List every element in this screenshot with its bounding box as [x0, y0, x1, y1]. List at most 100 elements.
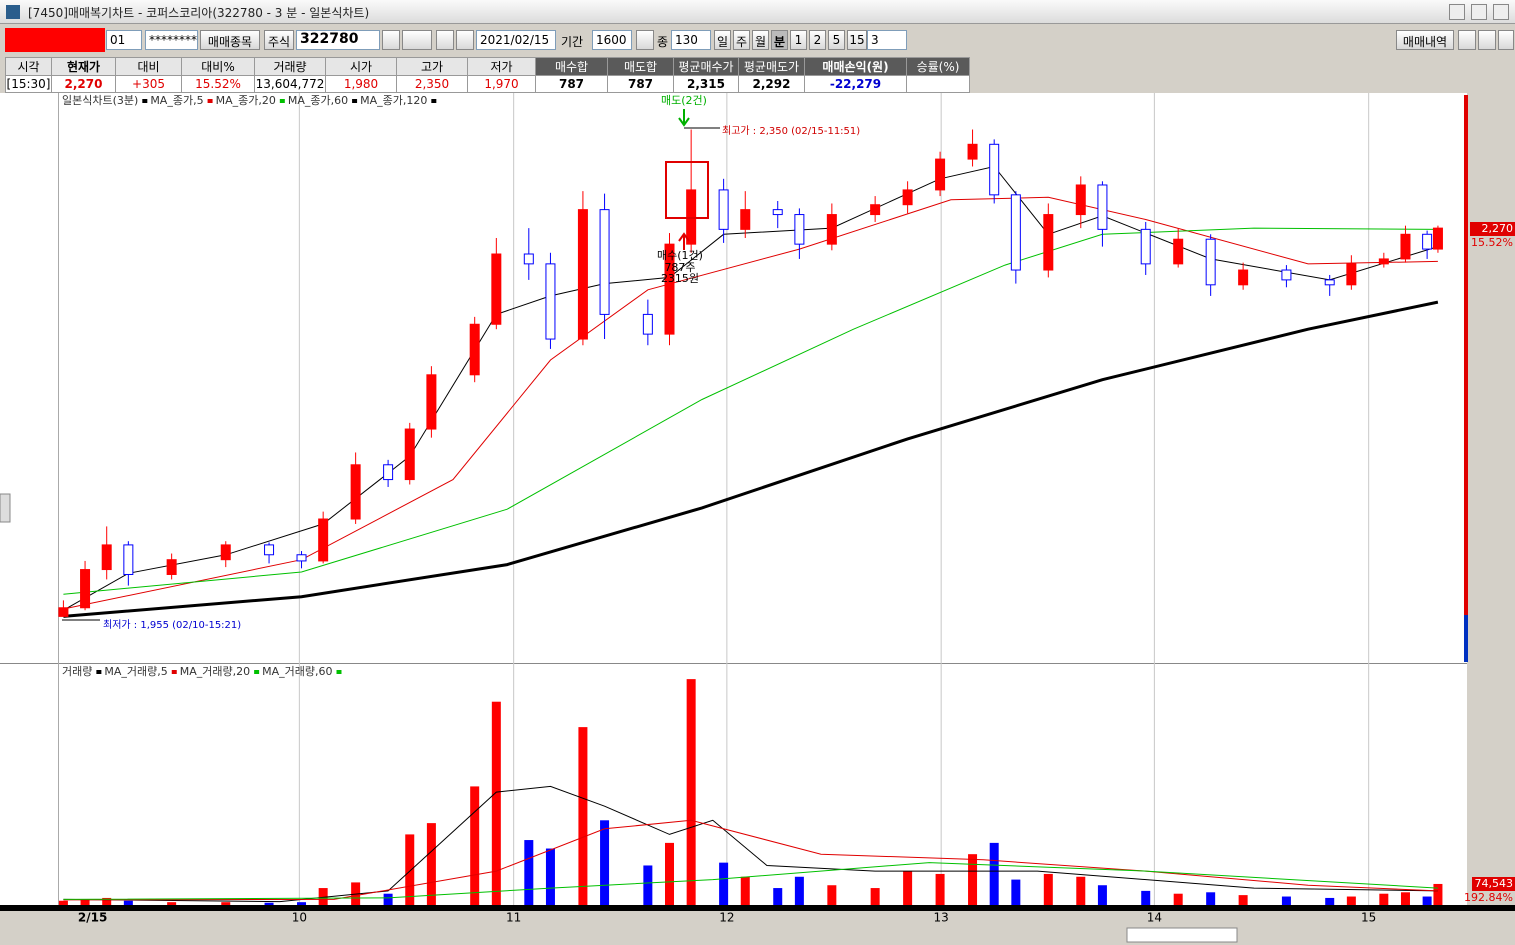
summary-value: 787	[607, 75, 674, 93]
volume-bar	[1097, 885, 1107, 905]
save-button[interactable]	[1478, 30, 1496, 50]
summary-value: 787	[535, 75, 608, 93]
summary-header: 매수합	[535, 57, 608, 76]
ma-line	[63, 165, 1439, 611]
period-spin[interactable]	[636, 30, 654, 50]
unit-button[interactable]: 1	[790, 30, 807, 50]
x-tick-label: 2/15	[78, 911, 107, 925]
volume-bar	[470, 786, 480, 905]
x-tick-label: 12	[719, 911, 734, 925]
history-button[interactable]: 매매내역	[1396, 30, 1454, 50]
volume-bar	[221, 902, 231, 905]
maximize-button[interactable]	[1471, 4, 1487, 20]
stock-button[interactable]: 매매종목	[200, 30, 260, 50]
volume-bar	[58, 900, 68, 905]
volume-bar	[524, 840, 534, 905]
candle-body	[1378, 258, 1389, 265]
last-ratio-label: 192.84%	[1464, 891, 1513, 904]
candle-body	[469, 323, 480, 376]
summary-value: 13,604,772	[254, 75, 326, 93]
unit-button[interactable]: 5	[828, 30, 845, 50]
open-button[interactable]	[1458, 30, 1476, 50]
summary-value: 2,270	[51, 75, 116, 93]
candle-body	[523, 253, 534, 265]
candle-body	[350, 464, 361, 520]
candle-body	[1075, 184, 1086, 216]
scroll-thumb[interactable]	[1126, 927, 1238, 943]
legend-label: MA_종가,120	[360, 94, 427, 107]
summary-header: 매매손익(원)	[804, 57, 907, 76]
candle-body	[599, 209, 610, 315]
count-input[interactable]: 130	[671, 30, 711, 50]
unit-button[interactable]: 일	[714, 30, 731, 50]
volume-bar	[1433, 883, 1443, 905]
candle-body	[1400, 233, 1411, 260]
ma-line	[63, 300, 1439, 618]
candle-body	[1097, 184, 1108, 230]
next-button[interactable]	[436, 30, 454, 50]
sort-button[interactable]	[402, 30, 432, 50]
volume-bar	[491, 701, 501, 905]
side-tab[interactable]	[0, 493, 11, 523]
volume-bar	[1238, 895, 1248, 905]
candle-body	[1140, 228, 1151, 265]
candle-body	[1324, 279, 1335, 286]
time-axis-bar	[0, 905, 1515, 911]
candle-body	[1205, 238, 1216, 286]
summary-header: 평균매수가	[673, 57, 739, 76]
summary-header: 저가	[467, 57, 536, 76]
market-button[interactable]: 주식	[264, 30, 294, 50]
close-button[interactable]	[1493, 4, 1509, 20]
annotation: 최고가 : 2,350 (02/15-11:51)	[722, 125, 860, 137]
volume-bar	[1206, 892, 1216, 905]
volume-bar	[1173, 893, 1183, 905]
volume-bar	[1281, 896, 1291, 905]
legend-swatch	[207, 99, 213, 103]
unit-button[interactable]: 분	[771, 30, 788, 50]
candle-body	[1281, 269, 1292, 281]
volume-bar	[1141, 890, 1151, 905]
password-input[interactable]: ********	[145, 30, 198, 50]
x-tick-label: 15	[1361, 911, 1376, 925]
unit-button[interactable]: 2	[809, 30, 826, 50]
minimize-button[interactable]	[1449, 4, 1465, 20]
interval-input[interactable]: 3	[867, 30, 907, 50]
annotation: 매도(2건)	[661, 94, 707, 107]
legend-swatch	[142, 99, 148, 103]
code-input[interactable]: 322780	[296, 30, 380, 50]
scroll-bar	[0, 925, 1515, 945]
unit-button[interactable]: 주	[733, 30, 750, 50]
candle-body	[318, 518, 329, 562]
volume-bar	[773, 888, 783, 905]
prev-button[interactable]	[456, 30, 474, 50]
summary-value: 1,970	[467, 75, 536, 93]
unit-button[interactable]: 월	[752, 30, 769, 50]
ma-line	[63, 819, 1438, 901]
unit-button[interactable]: 15	[847, 30, 867, 50]
summary-table: 시각 현재가 대비 대비% 거래량 시가 고가 저가 매수합 매도합 평균매수가 평균매도가 매매손익(…	[5, 57, 970, 93]
window-title: [7450]매매복기차트 - 코퍼스코리아(322780 - 3 분 - 일본식…	[28, 6, 370, 20]
volume-bar	[1346, 896, 1356, 905]
summary-header: 고가	[396, 57, 468, 76]
settings-button[interactable]	[1498, 30, 1514, 50]
candle-body	[545, 263, 556, 340]
candle-body	[772, 209, 783, 216]
candle-body	[166, 559, 177, 575]
volume-bar	[545, 848, 555, 905]
summary-header: 평균매도가	[738, 57, 805, 76]
date-input[interactable]: 2021/02/15	[476, 30, 556, 50]
volume-bar	[426, 823, 436, 905]
panel-title: 일본식차트(3분)	[62, 93, 138, 107]
ma-line	[63, 785, 1438, 903]
volume-bar	[1379, 893, 1389, 905]
volume-bar	[318, 888, 328, 905]
search-button[interactable]	[382, 30, 400, 50]
chart-background	[0, 93, 1467, 905]
candle-body	[935, 158, 946, 191]
summary-value	[906, 75, 970, 93]
candle-body	[1432, 227, 1443, 250]
app-icon	[6, 5, 20, 19]
account-select[interactable]: 01	[106, 30, 142, 50]
period-input[interactable]: 1600	[592, 30, 632, 50]
candle-body	[870, 204, 881, 216]
